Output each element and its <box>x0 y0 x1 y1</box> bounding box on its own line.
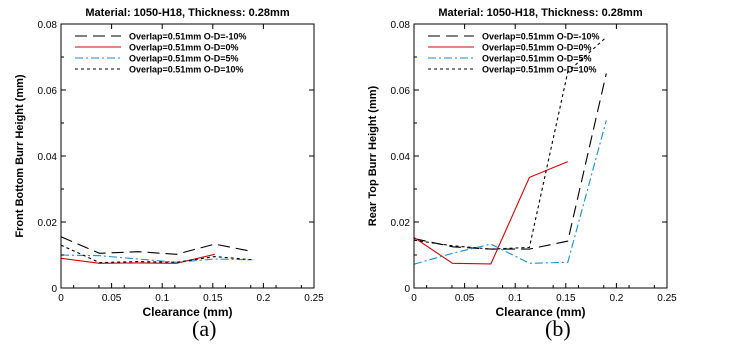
panel-label-a: (a) <box>192 316 217 341</box>
series-line-b-1 <box>414 161 569 265</box>
chart-title-b: Material: 1050-H18, Thickness: 0.28mm <box>438 7 642 19</box>
y-tick-label-a-4: 0.08 <box>38 20 58 31</box>
legend-label-b-0: Overlap=0.51mm O-D=-10% <box>482 32 600 42</box>
y-tick-label-a-0: 0 <box>51 284 57 295</box>
legend-label-b-2: Overlap=0.51mm O-D=5% <box>482 54 592 64</box>
legend-label-a-0: Overlap=0.51mm O-D=-10% <box>129 32 247 42</box>
x-tick-label-a-1: 0.05 <box>102 293 122 304</box>
x-tick-label-b-3: 0.15 <box>556 293 576 304</box>
panel-a: Material: 1050-H18, Thickness: 0.28mm 0 0.… <box>14 7 324 319</box>
series-group-b <box>414 36 607 265</box>
x-tick-label-a-5: 0.25 <box>304 293 324 304</box>
y-tick-label-a-3: 0.06 <box>38 86 58 97</box>
legend-label-a-2: Overlap=0.51mm O-D=5% <box>129 54 239 64</box>
panel-b: Material: 1050-H18, Thickness: 0.28mm 0 0.… <box>367 7 677 319</box>
series-line-b-3 <box>414 36 607 250</box>
x-tick-label-a-3: 0.15 <box>203 293 223 304</box>
legend-label-b-1: Overlap=0.51mm O-D=0% <box>482 43 592 53</box>
legend-b: Overlap=0.51mm O-D=-10%Overlap=0.51mm O-… <box>428 32 600 75</box>
series-line-a-2 <box>61 254 254 263</box>
x-tick-label-a-0: 0 <box>58 293 64 304</box>
series-line-a-0 <box>61 236 254 255</box>
x-axis-label-a: Clearance (mm) <box>142 305 232 319</box>
x-tick-label-b-0: 0 <box>411 293 417 304</box>
series-line-a-3 <box>61 244 254 264</box>
y-tick-label-b-4: 0.08 <box>391 20 411 31</box>
y-axis-label-a: Front Bottom Burr Height (mm) <box>14 74 26 237</box>
y-tick-label-b-0: 0 <box>404 284 410 295</box>
legend-label-a-1: Overlap=0.51mm O-D=0% <box>129 43 239 53</box>
legend-a: Overlap=0.51mm O-D=-10%Overlap=0.51mm O-… <box>75 32 247 75</box>
y-tick-label-a-2: 0.04 <box>38 152 58 163</box>
legend-label-a-3: Overlap=0.51mm O-D=10% <box>129 65 244 75</box>
x-tick-label-b-5: 0.25 <box>657 293 677 304</box>
x-tick-label-a-4: 0.2 <box>256 293 270 304</box>
x-tick-label-b-4: 0.2 <box>609 293 623 304</box>
y-tick-label-a-1: 0.02 <box>38 218 58 229</box>
series-line-b-0 <box>414 73 607 250</box>
series-group-a <box>61 236 254 264</box>
y-tick-label-b-1: 0.02 <box>391 218 411 229</box>
series-line-b-2 <box>414 120 607 265</box>
y-tick-label-b-3: 0.06 <box>391 86 411 97</box>
legend-label-b-3: Overlap=0.51mm O-D=10% <box>482 65 597 75</box>
x-axis-label-b: Clearance (mm) <box>495 305 585 319</box>
x-tick-label-b-2: 0.1 <box>508 293 522 304</box>
y-tick-label-b-2: 0.04 <box>391 152 411 163</box>
x-tick-label-a-2: 0.1 <box>155 293 169 304</box>
panel-label-b: (b) <box>545 316 571 341</box>
y-axis-label-b: Rear Top Burr Height (mm) <box>367 85 379 226</box>
x-tick-label-b-1: 0.05 <box>455 293 475 304</box>
chart-title-a: Material: 1050-H18, Thickness: 0.28mm <box>85 7 289 19</box>
